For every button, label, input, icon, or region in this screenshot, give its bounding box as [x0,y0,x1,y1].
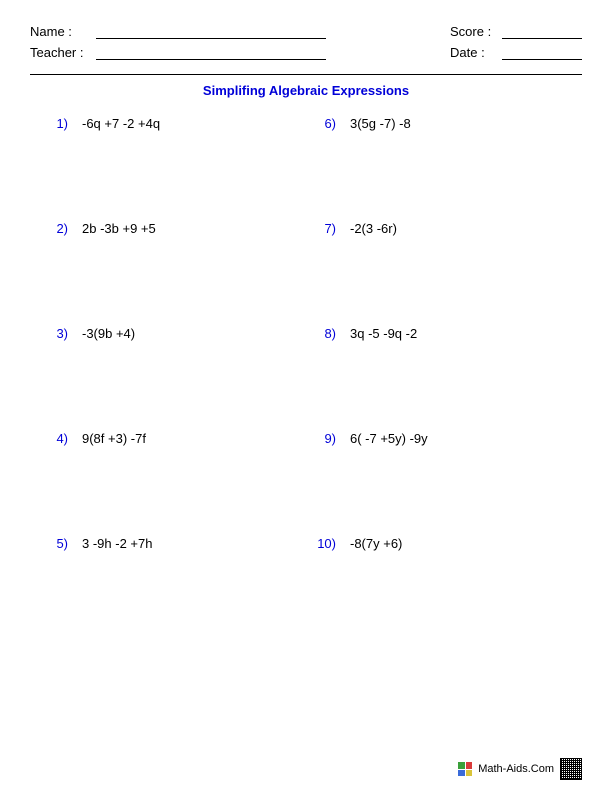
qr-code-icon [560,758,582,780]
problem-expression: 3q -5 -9q -2 [350,326,417,341]
problem-item: 3) -3(9b +4) [48,326,296,341]
problem-item: 10) -8(7y +6) [316,536,564,551]
problem-item: 5) 3 -9h -2 +7h [48,536,296,551]
problem-expression: 9(8f +3) -7f [82,431,146,446]
teacher-row: Teacher : [30,45,326,60]
header-left: Name : Teacher : [30,24,326,60]
date-blank-line [502,46,582,60]
footer-site-label: Math-Aids.Com [478,763,554,775]
name-blank-line [96,25,326,39]
name-row: Name : [30,24,326,39]
problem-expression: -6q +7 -2 +4q [82,116,160,131]
problem-expression: -2(3 -6r) [350,221,397,236]
icon-quadrant [458,770,465,777]
score-label: Score : [450,24,494,39]
problem-expression: -3(9b +4) [82,326,135,341]
name-label: Name : [30,24,88,39]
problem-item: 6) 3(5g -7) -8 [316,116,564,131]
problem-expression: 6( -7 +5y) -9y [350,431,428,446]
date-row: Date : [450,45,582,60]
problem-item: 7) -2(3 -6r) [316,221,564,236]
problem-item: 9) 6( -7 +5y) -9y [316,431,564,446]
problem-number: 1) [48,116,68,131]
worksheet-footer: Math-Aids.Com [458,758,582,780]
problem-number: 3) [48,326,68,341]
problem-number: 10) [316,536,336,551]
problem-number: 8) [316,326,336,341]
problem-item: 4) 9(8f +3) -7f [48,431,296,446]
problem-expression: 3(5g -7) -8 [350,116,411,131]
problem-number: 5) [48,536,68,551]
math-aids-icon [458,762,472,776]
score-blank-line [502,25,582,39]
problem-item: 1) -6q +7 -2 +4q [48,116,296,131]
problem-number: 7) [316,221,336,236]
teacher-label: Teacher : [30,45,88,60]
problem-expression: 3 -9h -2 +7h [82,536,152,551]
problem-number: 9) [316,431,336,446]
icon-quadrant [466,770,473,777]
teacher-blank-line [96,46,326,60]
icon-quadrant [466,762,473,769]
worksheet-title: Simplifing Algebraic Expressions [30,83,582,98]
problem-item: 8) 3q -5 -9q -2 [316,326,564,341]
problem-number: 4) [48,431,68,446]
header-divider [30,74,582,75]
worksheet-header: Name : Teacher : Score : Date : [30,24,582,60]
problem-number: 2) [48,221,68,236]
date-label: Date : [450,45,494,60]
problem-expression: -8(7y +6) [350,536,402,551]
problems-grid: 1) -6q +7 -2 +4q 6) 3(5g -7) -8 2) 2b -3… [30,116,582,551]
problem-item: 2) 2b -3b +9 +5 [48,221,296,236]
icon-quadrant [458,762,465,769]
problem-expression: 2b -3b +9 +5 [82,221,156,236]
score-row: Score : [450,24,582,39]
problem-number: 6) [316,116,336,131]
header-right: Score : Date : [450,24,582,60]
